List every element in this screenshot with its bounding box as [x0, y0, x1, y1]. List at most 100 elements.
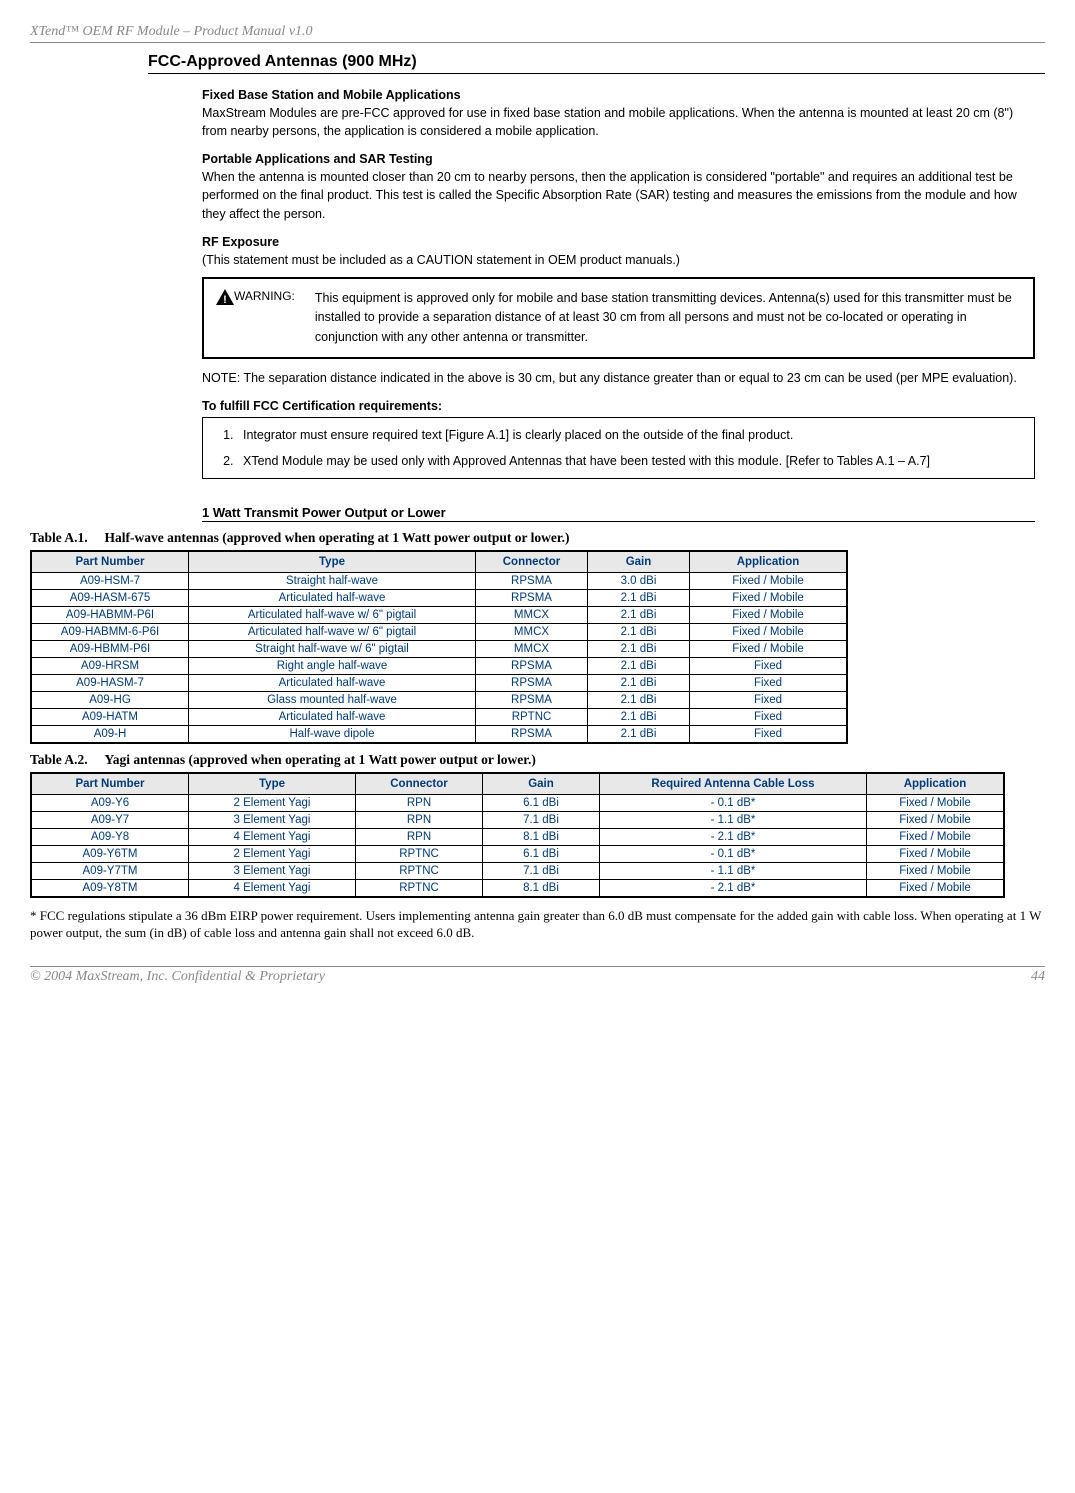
table-cell: RPN [356, 829, 483, 846]
table-cell: Fixed [690, 726, 848, 744]
table-cell: A09-Y6 [31, 795, 189, 812]
portable-text: When the antenna is mounted closer than … [202, 168, 1035, 222]
table-header: Required Antenna Cable Loss [600, 773, 867, 795]
page-footer: © 2004 MaxStream, Inc. Confidential & Pr… [30, 966, 1045, 985]
table-row: A09-Y73 Element YagiRPN7.1 dBi- 1.1 dB*F… [31, 812, 1004, 829]
table-cell: A09-HASM-675 [31, 590, 189, 607]
table-cell: Glass mounted half-wave [189, 692, 476, 709]
table-a1-label: Table A.1. [30, 530, 88, 545]
table-cell: A09-Y8TM [31, 880, 189, 898]
table-cell: Articulated half-wave w/ 6" pigtail [189, 607, 476, 624]
table-a2-caption: Table A.2. Yagi antennas (approved when … [30, 752, 1045, 768]
table-cell: - 0.1 dB* [600, 795, 867, 812]
table-cell: MMCX [476, 624, 588, 641]
table-header: Application [867, 773, 1005, 795]
warning-icon: ! [216, 289, 234, 308]
table-cell: - 0.1 dB* [600, 846, 867, 863]
table-cell: 2.1 dBi [588, 658, 690, 675]
table-cell: Articulated half-wave [189, 590, 476, 607]
table-cell: RPSMA [476, 675, 588, 692]
requirement-item: Integrator must ensure required text [Fi… [237, 426, 1024, 444]
table-a1: Part NumberTypeConnectorGainApplicationA… [30, 550, 848, 744]
table-cell: 6.1 dBi [483, 795, 600, 812]
table-header: Gain [483, 773, 600, 795]
note-text: NOTE: The separation distance indicated … [202, 369, 1035, 387]
table-header: Connector [476, 551, 588, 573]
table-cell: Fixed / Mobile [867, 846, 1005, 863]
warning-box: ! WARNING: This equipment is approved on… [202, 277, 1035, 359]
table-cell: - 1.1 dB* [600, 863, 867, 880]
table-header: Gain [588, 551, 690, 573]
table-cell: 2.1 dBi [588, 709, 690, 726]
table-cell: 2.1 dBi [588, 590, 690, 607]
table-cell: 7.1 dBi [483, 812, 600, 829]
table-row: A09-HGGlass mounted half-waveRPSMA2.1 dB… [31, 692, 847, 709]
table-cell: Fixed / Mobile [690, 607, 848, 624]
table-header: Connector [356, 773, 483, 795]
table-cell: 8.1 dBi [483, 829, 600, 846]
table-row: A09-HASM-7Articulated half-waveRPSMA2.1 … [31, 675, 847, 692]
table-cell: Fixed / Mobile [867, 880, 1005, 898]
table-header: Type [189, 773, 356, 795]
table-cell: Fixed [690, 675, 848, 692]
table-cell: A09-HATM [31, 709, 189, 726]
table-row: A09-Y7TM3 Element YagiRPTNC7.1 dBi- 1.1 … [31, 863, 1004, 880]
rf-exposure-text: (This statement must be included as a CA… [202, 251, 1035, 269]
table-cell: RPN [356, 812, 483, 829]
table-cell: 2.1 dBi [588, 675, 690, 692]
section-title: FCC-Approved Antennas (900 MHz) [148, 53, 1045, 74]
page-header: XTend™ OEM RF Module – Product Manual v1… [30, 24, 1045, 43]
table-cell: A09-HBMM-P6I [31, 641, 189, 658]
table-cell: Fixed / Mobile [867, 863, 1005, 880]
table-cell: Articulated half-wave [189, 709, 476, 726]
table-cell: MMCX [476, 607, 588, 624]
table-cell: 3 Element Yagi [189, 812, 356, 829]
table-row: A09-HRSMRight angle half-waveRPSMA2.1 dB… [31, 658, 847, 675]
table-cell: Fixed / Mobile [690, 590, 848, 607]
table-cell: 2.1 dBi [588, 607, 690, 624]
table-cell: Fixed [690, 658, 848, 675]
table-cell: A09-Y8 [31, 829, 189, 846]
watt-title: 1 Watt Transmit Power Output or Lower [202, 505, 1035, 522]
table-cell: Fixed / Mobile [867, 812, 1005, 829]
table-header: Type [189, 551, 476, 573]
table-cell: Articulated half-wave w/ 6" pigtail [189, 624, 476, 641]
table-cell: Right angle half-wave [189, 658, 476, 675]
table-cell: 2.1 dBi [588, 692, 690, 709]
table-row: A09-HABMM-6-P6IArticulated half-wave w/ … [31, 624, 847, 641]
footer-left: © 2004 MaxStream, Inc. Confidential & Pr… [30, 969, 325, 985]
table-row: A09-HABMM-P6IArticulated half-wave w/ 6"… [31, 607, 847, 624]
table-a2-text: Yagi antennas (approved when operating a… [105, 752, 536, 767]
warning-text: This equipment is approved only for mobi… [315, 289, 1019, 347]
table-cell: Straight half-wave [189, 573, 476, 590]
table-row: A09-HATMArticulated half-waveRPTNC2.1 dB… [31, 709, 847, 726]
table-cell: 3.0 dBi [588, 573, 690, 590]
footer-right: 44 [1031, 969, 1045, 985]
table-row: A09-HSM-7Straight half-waveRPSMA3.0 dBiF… [31, 573, 847, 590]
table-cell: 2 Element Yagi [189, 846, 356, 863]
requirement-item: XTend Module may be used only with Appro… [237, 452, 1024, 470]
table-row: A09-HHalf-wave dipoleRPSMA2.1 dBiFixed [31, 726, 847, 744]
table-cell: 2.1 dBi [588, 624, 690, 641]
table-cell: 4 Element Yagi [189, 829, 356, 846]
table-cell: Articulated half-wave [189, 675, 476, 692]
table-cell: RPSMA [476, 573, 588, 590]
table-a2-label: Table A.2. [30, 752, 88, 767]
table-cell: RPTNC [356, 880, 483, 898]
table-row: A09-Y6TM2 Element YagiRPTNC6.1 dBi- 0.1 … [31, 846, 1004, 863]
table-cell: Fixed / Mobile [690, 573, 848, 590]
fulfill-title: To fulfill FCC Certification requirement… [202, 399, 1035, 413]
table-row: A09-Y8TM4 Element YagiRPTNC8.1 dBi- 2.1 … [31, 880, 1004, 898]
table-cell: A09-HG [31, 692, 189, 709]
table-cell: Fixed / Mobile [690, 624, 848, 641]
table-cell: RPSMA [476, 590, 588, 607]
table-cell: A09-Y7TM [31, 863, 189, 880]
table-a1-text: Half-wave antennas (approved when operat… [105, 530, 570, 545]
table-cell: RPTNC [356, 846, 483, 863]
table-cell: RPSMA [476, 658, 588, 675]
table-cell: A09-H [31, 726, 189, 744]
table-header: Part Number [31, 551, 189, 573]
table-header: Application [690, 551, 848, 573]
table-cell: 6.1 dBi [483, 846, 600, 863]
table-cell: RPSMA [476, 726, 588, 744]
